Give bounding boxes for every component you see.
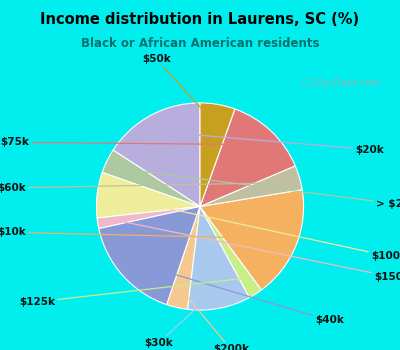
Text: Income distribution in Laurens, SC (%): Income distribution in Laurens, SC (%) bbox=[40, 12, 360, 27]
Text: $200k: $200k bbox=[181, 289, 249, 350]
Wedge shape bbox=[113, 103, 200, 206]
Wedge shape bbox=[167, 206, 200, 309]
Wedge shape bbox=[200, 166, 302, 206]
Text: Black or African American residents: Black or African American residents bbox=[81, 37, 319, 50]
Wedge shape bbox=[188, 206, 250, 310]
Text: $20k: $20k bbox=[160, 132, 384, 154]
Wedge shape bbox=[200, 109, 295, 206]
Text: $75k: $75k bbox=[0, 137, 258, 147]
Text: $10k: $10k bbox=[0, 228, 279, 238]
Wedge shape bbox=[99, 206, 200, 304]
Text: $50k: $50k bbox=[142, 54, 214, 123]
Wedge shape bbox=[97, 206, 200, 229]
Text: $100k: $100k bbox=[116, 197, 400, 261]
Wedge shape bbox=[200, 190, 304, 290]
Text: $60k: $60k bbox=[0, 183, 282, 193]
Text: $30k: $30k bbox=[144, 290, 216, 348]
Text: ⓘ City-Data.com: ⓘ City-Data.com bbox=[302, 78, 380, 88]
Wedge shape bbox=[200, 206, 262, 298]
Wedge shape bbox=[102, 150, 200, 206]
Text: $125k: $125k bbox=[19, 278, 246, 307]
Text: > $200k: > $200k bbox=[124, 169, 400, 209]
Wedge shape bbox=[96, 173, 200, 218]
Text: $40k: $40k bbox=[137, 263, 344, 326]
Wedge shape bbox=[200, 103, 235, 206]
Text: $150k: $150k bbox=[116, 220, 400, 282]
